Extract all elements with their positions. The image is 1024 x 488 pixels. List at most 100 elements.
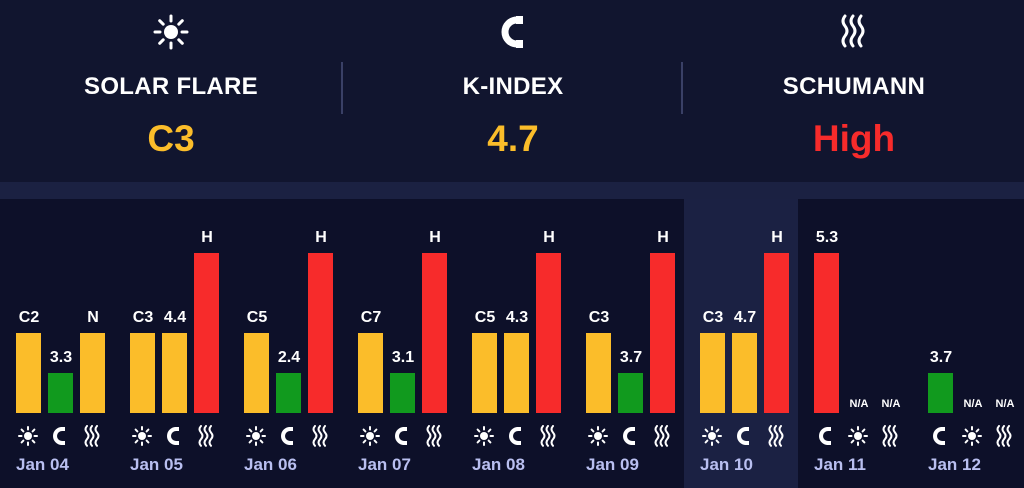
waves-icon — [651, 425, 673, 447]
schumann-bar — [308, 253, 333, 413]
schumann-bar-label: N/A — [995, 398, 1015, 410]
day-label: Jan 05 — [130, 455, 183, 474]
kindex-bar — [618, 373, 643, 413]
k-index-label: K-INDEX — [462, 73, 564, 100]
section-separator — [0, 182, 1024, 199]
solar-bar — [244, 333, 269, 413]
schumann-value: High — [812, 118, 896, 159]
sun-icon — [0, 12, 342, 52]
magnet-icon — [815, 425, 837, 447]
day-label: Jan 10 — [700, 455, 753, 474]
solar-bar-label: C5 — [474, 309, 496, 326]
solar-bar-label: C3 — [702, 309, 724, 326]
kindex-bar — [48, 373, 73, 413]
schumann-bar — [194, 253, 219, 413]
day-label: Jan 12 — [928, 455, 981, 474]
day-forecast[interactable]: C2 3.3 N Jan 04 — [0, 199, 114, 488]
kindex-bar — [390, 373, 415, 413]
kindex-bar — [732, 333, 757, 413]
schumann-bar-label: H — [315, 229, 327, 246]
kindex-bar — [162, 333, 187, 413]
sun-icon — [587, 425, 609, 447]
day-forecast[interactable]: 5.3 N/A N/A Jan 11 — [798, 199, 912, 488]
solar-bar — [586, 333, 611, 413]
solar-bar — [472, 333, 497, 413]
solar-flare-summary[interactable]: SOLAR FLARE C3 — [0, 0, 342, 182]
waves-icon — [683, 12, 1024, 52]
solar-bar-label: C5 — [246, 309, 268, 326]
solar-bar — [358, 333, 383, 413]
kindex-bar — [928, 373, 953, 413]
summary-header: SOLAR FLARE C3 K-INDEX 4.7 SCHUMANN — [0, 0, 1024, 182]
schumann-bar — [536, 253, 561, 413]
schumann-bar — [80, 333, 105, 413]
sun-icon — [473, 425, 495, 447]
day-forecast[interactable]: C5 4.3 H Jan 08 — [456, 199, 570, 488]
waves-icon — [81, 425, 103, 447]
kindex-bar-label: 3.7 — [619, 349, 643, 366]
waves-icon — [879, 425, 901, 447]
day-label: Jan 06 — [244, 455, 297, 474]
kindex-bar — [814, 253, 839, 413]
magnet-icon — [163, 425, 185, 447]
day-forecast[interactable]: C5 2.4 H Jan 06 — [228, 199, 342, 488]
kindex-bar — [276, 373, 301, 413]
waves-icon — [537, 425, 559, 447]
magnet-icon — [49, 425, 71, 447]
day-forecast[interactable]: C3 4.7 H Jan 10 — [684, 199, 798, 488]
schumann-summary[interactable]: SCHUMANN High — [683, 0, 1024, 182]
solar-flare-value: C3 — [147, 118, 195, 159]
day-label: Jan 07 — [358, 455, 411, 474]
kindex-bar-label: 2.4 — [277, 349, 301, 366]
waves-icon — [423, 425, 445, 447]
waves-icon — [765, 425, 787, 447]
waves-icon — [309, 425, 331, 447]
day-forecast[interactable]: C3 4.4 H Jan 05 — [114, 199, 228, 488]
magnet-icon — [391, 425, 413, 447]
sun-icon — [847, 425, 869, 447]
magnet-icon — [277, 425, 299, 447]
schumann-bar-label: H — [543, 229, 555, 246]
sun-icon — [359, 425, 381, 447]
magnet-icon — [929, 425, 951, 447]
magnet-icon — [733, 425, 755, 447]
magnet-icon — [505, 425, 527, 447]
sun-icon — [961, 425, 983, 447]
solar-bar-label: C3 — [588, 309, 610, 326]
day-label: Jan 04 — [16, 455, 69, 474]
solar-bar — [16, 333, 41, 413]
solar-bar-label: N/A — [963, 398, 983, 410]
k-index-summary[interactable]: K-INDEX 4.7 — [342, 0, 684, 182]
day-forecast[interactable]: 3.7 N/A N/A Jan 12 — [912, 199, 1024, 488]
magnet-icon — [342, 12, 684, 52]
sun-icon — [17, 425, 39, 447]
solar-bar — [130, 333, 155, 413]
schumann-bar — [422, 253, 447, 413]
solar-bar-label: C3 — [132, 309, 154, 326]
sun-icon — [245, 425, 267, 447]
schumann-bar-label: H — [201, 229, 213, 246]
kindex-bar-label: 5.3 — [815, 229, 839, 246]
solar-bar-label: C7 — [360, 309, 382, 326]
day-forecast[interactable]: C3 3.7 H Jan 09 — [570, 199, 684, 488]
kindex-bar-label: 3.3 — [49, 349, 73, 366]
divider — [681, 62, 683, 114]
k-index-value: 4.7 — [487, 118, 539, 159]
kindex-bar-label: 4.7 — [733, 309, 757, 326]
schumann-bar-label: H — [429, 229, 441, 246]
solar-bar — [700, 333, 725, 413]
kindex-bar — [504, 333, 529, 413]
kindex-bar-label: 3.7 — [929, 349, 953, 366]
divider — [341, 62, 343, 114]
schumann-bar — [764, 253, 789, 413]
schumann-bar-label: N/A — [881, 398, 901, 410]
schumann-bar — [650, 253, 675, 413]
day-label: Jan 09 — [586, 455, 639, 474]
sun-icon — [701, 425, 723, 447]
solar-bar-label: C2 — [18, 309, 40, 326]
sun-icon — [131, 425, 153, 447]
schumann-bar-label: H — [657, 229, 669, 246]
day-forecast[interactable]: C7 3.1 H Jan 07 — [342, 199, 456, 488]
kindex-bar-label: 4.3 — [505, 309, 529, 326]
magnet-icon — [619, 425, 641, 447]
